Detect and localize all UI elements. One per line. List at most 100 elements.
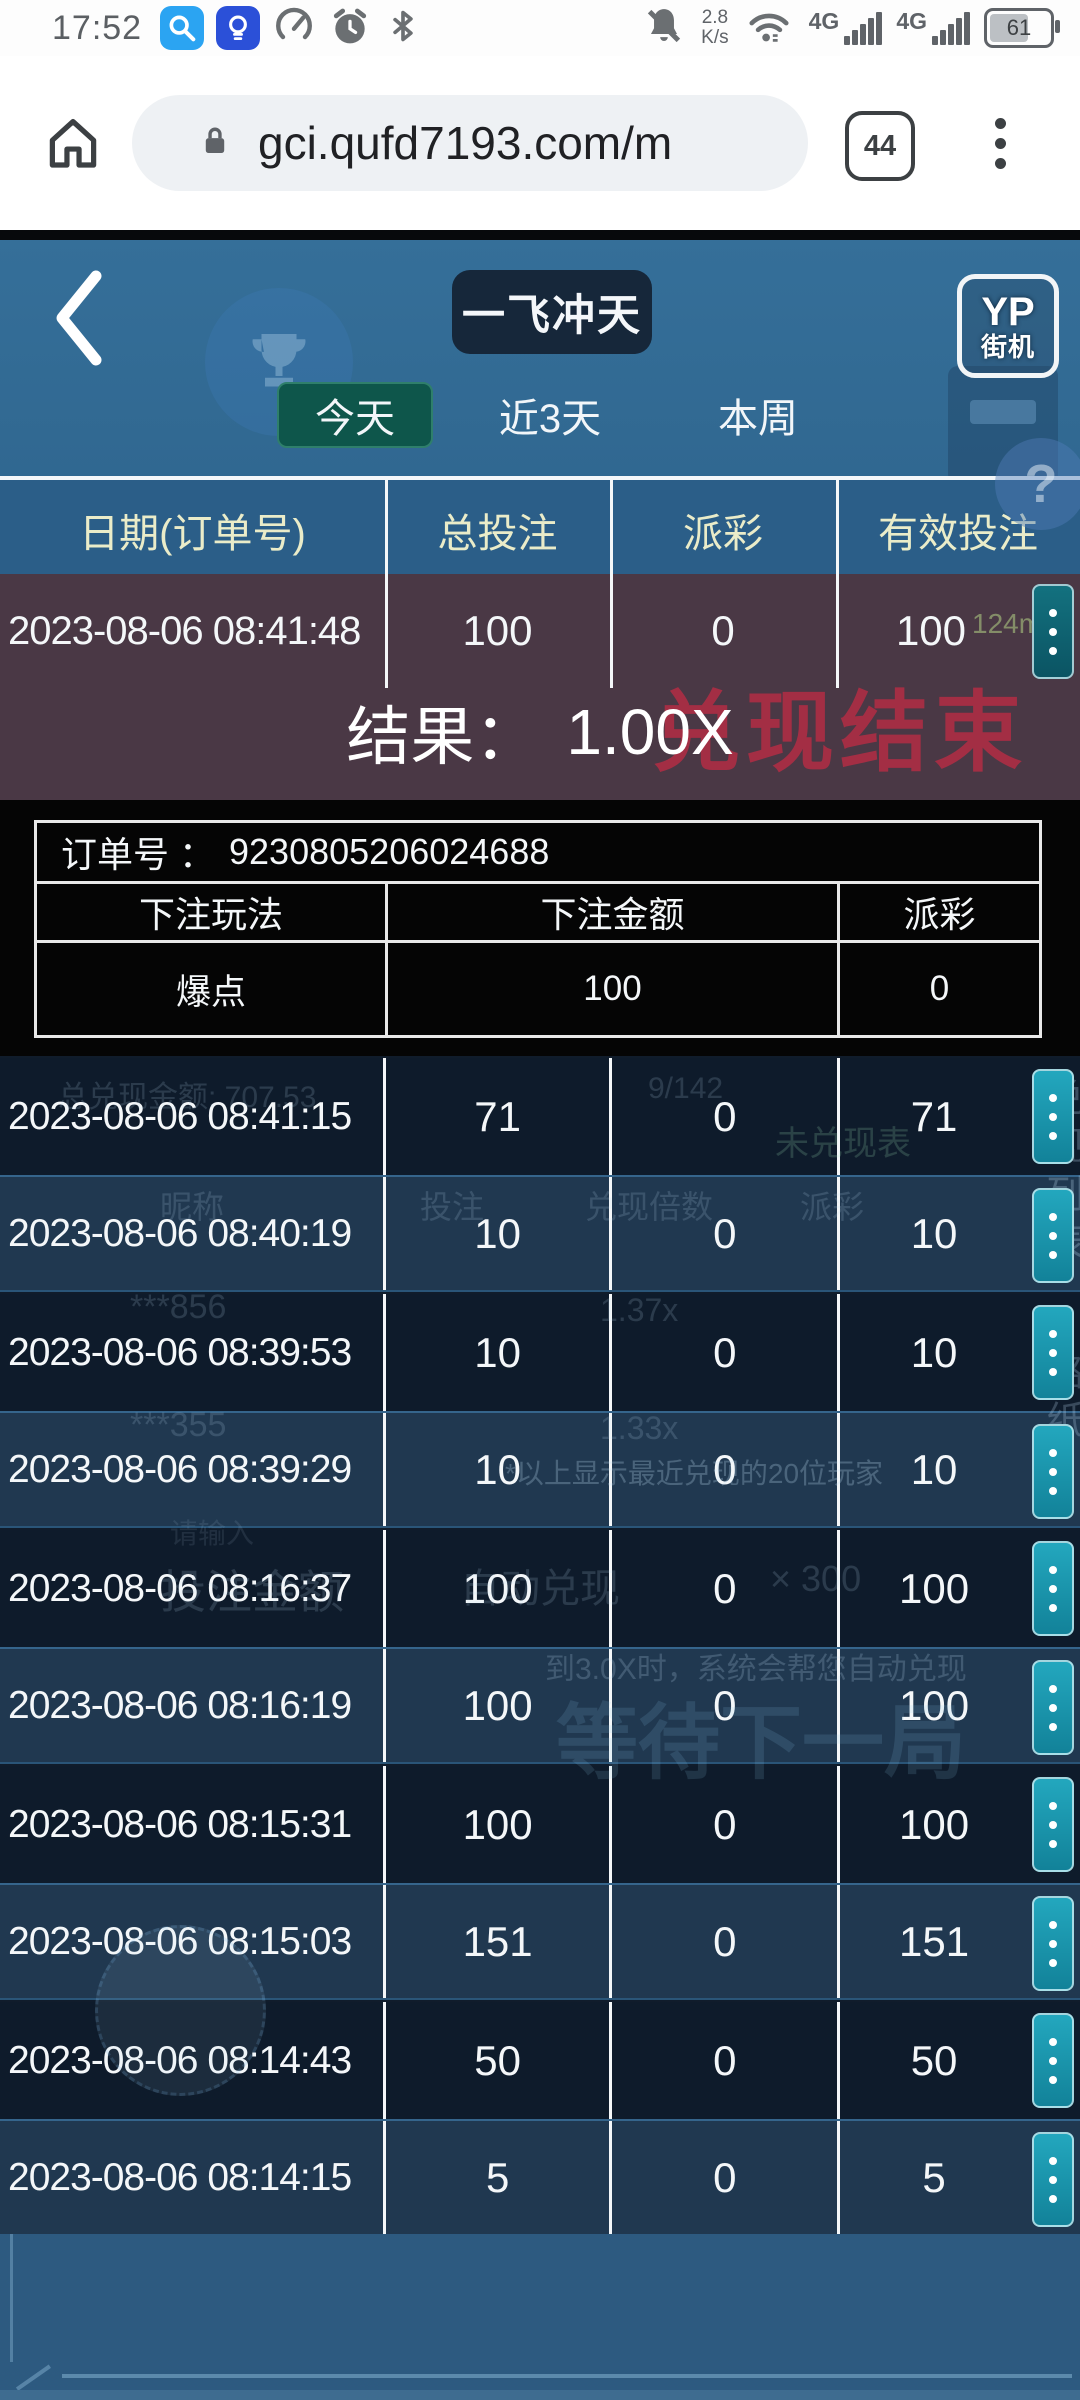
order-payout: 0 <box>609 1177 837 1290</box>
order-actions-button[interactable] <box>1032 1660 1074 1755</box>
cashout-ended-watermark: 兑现结束 <box>652 683 1029 782</box>
order-date: 2023-08-06 08:14:15 <box>8 2155 352 2199</box>
tab-switcher-button[interactable]: 44 <box>845 111 915 181</box>
bulb-app-icon <box>216 6 261 50</box>
order-date: 2023-08-06 08:15:31 <box>8 1802 352 1846</box>
frame-strip <box>0 2390 1080 2400</box>
home-button[interactable] <box>40 110 106 181</box>
order-row[interactable]: 2023-08-06 08:15:31 100 0 100 <box>0 1764 1080 1883</box>
order-row[interactable]: 2023-08-06 08:41:15 71 0 71 <box>0 1056 1080 1175</box>
order-detail-panel: 订单号 ： 9230805206024688 下注玩法 下注金额 派彩 爆点 1… <box>0 800 1080 1056</box>
tab-today[interactable]: 今天 <box>277 382 433 448</box>
order-actions-button[interactable] <box>1032 1188 1074 1283</box>
order-date: 2023-08-06 08:41:15 <box>8 1094 352 1138</box>
order-valid-bet: 151 <box>837 1885 1080 1998</box>
order-valid-bet: 50 <box>837 2002 1080 2119</box>
sim2-signal-icon: 4G <box>896 8 970 45</box>
page-title: 一飞冲天 <box>452 270 652 354</box>
yp-arcade-logo[interactable]: YP 街机 <box>957 274 1059 378</box>
detail-column-play-type: 下注玩法 <box>138 894 283 935</box>
divider <box>385 574 388 688</box>
order-payout: 0 <box>609 1530 837 1647</box>
battery-indicator: 61 <box>984 8 1060 48</box>
order-payout: 0 <box>609 1413 837 1526</box>
order-total-bet: 10 <box>382 1413 610 1526</box>
browser-toolbar: gci.qufd7193.com/m 44 <box>0 56 1080 230</box>
order-number-label: 订单号 ： <box>61 834 216 875</box>
order-total-bet: 5 <box>382 2121 610 2234</box>
order-number-value: 9230805206024688 <box>229 831 550 872</box>
order-valid-bet: 100 <box>837 1530 1080 1647</box>
order-row[interactable]: 2023-08-06 08:14:43 50 0 50 <box>0 2000 1080 2119</box>
order-total-bet: 10 <box>382 1294 610 1411</box>
divider <box>836 574 839 688</box>
order-valid-bet: 71 <box>837 1058 1080 1175</box>
detail-header-row: 下注玩法 下注金额 派彩 <box>37 884 1039 943</box>
order-valid-bet: 100 <box>895 607 967 654</box>
detail-play-type: 爆点 <box>175 972 246 1012</box>
order-payout: 0 <box>609 2121 837 2234</box>
footer-panel <box>0 2234 1080 2400</box>
divider <box>610 480 613 580</box>
order-actions-button[interactable] <box>1032 1777 1074 1872</box>
column-header-total-bet: 总投注 <box>437 512 558 556</box>
speedometer-icon <box>272 4 316 53</box>
order-total-bet: 50 <box>382 2002 610 2119</box>
order-row[interactable]: 2023-08-06 08:14:15 5 0 5 <box>0 2119 1080 2236</box>
order-actions-button[interactable] <box>1032 1896 1074 1991</box>
order-actions-button[interactable] <box>1032 584 1074 679</box>
round-result: 结果： 1.00X <box>346 696 734 773</box>
expanded-order-row[interactable]: 兑现结束 2023-08-06 08:41:48 100 0 100 结果： 1… <box>0 574 1080 800</box>
detail-data-row: 爆点 100 0 <box>37 943 1039 1035</box>
order-valid-bet: 5 <box>837 2121 1080 2234</box>
bluetooth-icon <box>384 4 422 53</box>
sim1-signal-icon: 4G <box>809 8 883 45</box>
address-bar[interactable]: gci.qufd7193.com/m <box>132 95 808 191</box>
column-header-date: 日期(订单号) <box>79 512 306 556</box>
order-total-bet: 100 <box>382 1530 610 1647</box>
lock-icon[interactable] <box>198 120 232 167</box>
order-actions-button[interactable] <box>1032 2132 1074 2227</box>
tab-this-week[interactable]: 本周 <box>718 397 798 441</box>
frame-line <box>10 2234 13 2362</box>
clock: 17:52 <box>52 8 143 47</box>
order-actions-button[interactable] <box>1032 1305 1074 1400</box>
order-row[interactable]: 2023-08-06 08:16:19 100 0 100 <box>0 1647 1080 1764</box>
order-payout: 0 <box>609 2002 837 2119</box>
order-date: 2023-08-06 08:39:29 <box>8 1447 352 1491</box>
detail-payout: 0 <box>837 943 1039 1035</box>
order-total-bet: 100 <box>382 1766 610 1883</box>
order-payout: 0 <box>609 1766 837 1883</box>
divider <box>0 476 1080 480</box>
url-text[interactable]: gci.qufd7193.com/m <box>258 117 673 169</box>
wifi-icon <box>743 3 795 54</box>
column-header-payout: 派彩 <box>683 512 763 556</box>
order-actions-button[interactable] <box>1032 2013 1074 2108</box>
back-button[interactable] <box>48 268 118 368</box>
order-row[interactable]: 2023-08-06 08:16:37 100 0 100 <box>0 1528 1080 1647</box>
game-history-page: 一飞冲天 YP 街机 今天 近3天 本周 ? 日期(订单号) 总投注 派彩 有效… <box>0 230 1080 2400</box>
order-date: 2023-08-06 08:16:37 <box>8 1566 352 1610</box>
order-row[interactable]: 2023-08-06 08:15:03 151 0 151 <box>0 1883 1080 2000</box>
order-row[interactable]: 2023-08-06 08:40:19 10 0 10 <box>0 1175 1080 1292</box>
order-total-bet: 151 <box>382 1885 610 1998</box>
order-row[interactable]: 2023-08-06 08:39:53 10 0 10 <box>0 1292 1080 1411</box>
orders-list: 2023-08-06 08:41:15 71 0 71 2023-08-06 0… <box>0 1056 1080 2236</box>
network-speed: 2.8 K/s <box>701 7 729 48</box>
browser-menu-button[interactable] <box>994 108 1006 178</box>
detail-column-bet-amount: 下注金额 <box>385 884 837 940</box>
frame-corner <box>1 2343 51 2391</box>
order-valid-bet: 10 <box>837 1177 1080 1290</box>
search-app-icon <box>160 6 205 50</box>
menu-ghost <box>948 366 1058 484</box>
order-row[interactable]: 2023-08-06 08:39:29 10 0 10 <box>0 1411 1080 1528</box>
order-payout: 0 <box>609 1058 837 1175</box>
order-date: 2023-08-06 08:40:19 <box>8 1211 352 1255</box>
tab-last-3-days[interactable]: 近3天 <box>498 397 602 441</box>
order-valid-bet: 100 <box>837 1766 1080 1883</box>
order-actions-button[interactable] <box>1032 1424 1074 1519</box>
notifications-muted-icon <box>641 3 687 54</box>
order-actions-button[interactable] <box>1032 1541 1074 1636</box>
order-actions-button[interactable] <box>1032 1069 1074 1164</box>
